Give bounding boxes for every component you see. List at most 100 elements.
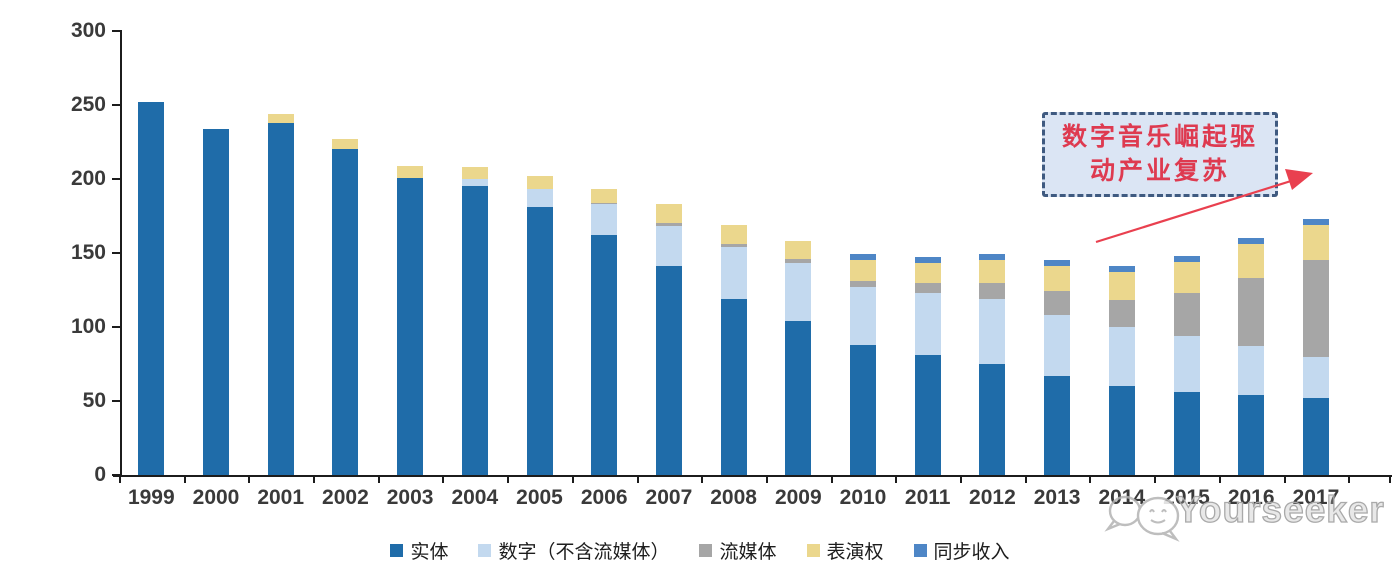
x-axis-line — [113, 474, 1392, 477]
x-axis-tick — [1218, 476, 1221, 483]
bar-segment-2005 — [526, 207, 553, 475]
y-axis-tick-label: 300 — [70, 19, 106, 42]
chat-bubbles-icon — [1104, 495, 1180, 542]
bar-segment-2006 — [591, 202, 618, 205]
x-axis-tick — [1283, 476, 1286, 483]
bar-segment-2004 — [461, 186, 488, 475]
x-axis-tick-label: 2001 — [257, 486, 305, 509]
legend-label: 同步收入 — [933, 541, 1010, 563]
x-axis-tick — [118, 476, 121, 483]
bar-segment-2011 — [914, 292, 941, 356]
legend-swatch-icon — [806, 543, 820, 557]
x-axis-tick-label: 1999 — [127, 486, 175, 509]
legend-item: 流媒体 — [699, 537, 777, 564]
bar-segment-2015 — [1173, 292, 1200, 336]
bar-segment-2013 — [1044, 291, 1071, 316]
x-axis-tick — [1154, 476, 1157, 483]
bar-segment-2007 — [655, 266, 682, 475]
annotation-text-line1: 数字音乐崛起驱 — [1061, 123, 1258, 151]
x-axis-tick — [895, 476, 898, 483]
x-axis-tick-label: 2007 — [645, 486, 693, 509]
bar-segment-2006 — [591, 204, 618, 236]
bar-segment-2013 — [1044, 315, 1071, 376]
y-axis-tick — [112, 326, 121, 328]
bar-segment-2014 — [1108, 272, 1135, 301]
bar-segment-2009 — [785, 321, 812, 475]
bar-segment-2001 — [267, 113, 294, 123]
bar-segment-2014 — [1108, 266, 1135, 273]
legend-swatch-icon — [913, 543, 927, 557]
legend-swatch-icon — [478, 543, 492, 557]
bar-segment-2008 — [720, 298, 747, 475]
bar-segment-2015 — [1173, 335, 1200, 393]
legend-label: 数字（不含流媒体） — [498, 541, 670, 563]
bar-segment-1999 — [138, 102, 165, 475]
bar-segment-2017 — [1302, 356, 1329, 399]
x-axis-tick — [960, 476, 963, 483]
bar-segment-2008 — [720, 247, 747, 299]
legend-swatch-icon — [699, 543, 713, 557]
bar-segment-2014 — [1108, 386, 1135, 475]
x-axis-tick — [248, 476, 251, 483]
bar-segment-2014 — [1108, 300, 1135, 327]
bar-segment-2001 — [267, 122, 294, 475]
bar-segment-2007 — [655, 204, 682, 224]
bar-segment-2006 — [591, 189, 618, 203]
bar-segment-2009 — [785, 258, 812, 264]
x-axis-tick — [377, 476, 380, 483]
bar-segment-2010 — [850, 287, 876, 345]
x-axis-tick-label: 2009 — [774, 486, 822, 509]
bar-segment-2011 — [914, 257, 941, 264]
x-axis-tick — [571, 476, 574, 483]
watermark-brand: Yourseeker — [1175, 488, 1385, 530]
bar-segment-2007 — [655, 223, 682, 227]
y-axis-tick-label: 150 — [70, 241, 106, 264]
bar-segment-2017 — [1302, 218, 1329, 225]
x-axis-tick-label: 2015 — [1163, 486, 1210, 509]
x-axis-tick-label: 2017 — [1292, 486, 1340, 509]
bar-segment-2016 — [1238, 346, 1265, 396]
bar-segment-2005 — [526, 189, 553, 208]
x-axis-tick-label: 2013 — [1033, 486, 1081, 509]
x-axis-tick-label: 2011 — [904, 486, 951, 509]
x-axis-tick — [1024, 476, 1027, 483]
bar-segment-2015 — [1173, 261, 1200, 293]
x-axis-tick — [765, 476, 768, 483]
bar-segment-2012 — [979, 364, 1006, 475]
legend-label: 流媒体 — [719, 541, 777, 563]
annotation-text-line2: 动产业复苏 — [1089, 157, 1230, 185]
legend-item: 表演权 — [806, 537, 884, 564]
x-axis-tick — [701, 476, 704, 483]
bar-segment-2000 — [203, 128, 229, 475]
legend-swatch-icon — [390, 543, 404, 557]
x-axis-tick — [507, 476, 510, 483]
bar-segment-2004 — [461, 167, 488, 179]
bar-segment-2014 — [1108, 327, 1135, 387]
y-axis-tick-label: 50 — [82, 389, 106, 412]
x-axis-tick — [1089, 476, 1092, 483]
bar-segment-2012 — [979, 254, 1006, 261]
legend-label: 实体 — [410, 541, 449, 563]
x-axis-tick-label: 2012 — [969, 486, 1016, 509]
bar-segment-2009 — [785, 241, 812, 259]
x-axis-tick-label: 2006 — [580, 486, 628, 509]
bar-segment-2007 — [655, 226, 682, 267]
y-axis-tick-label: 0 — [94, 463, 106, 486]
annotation-arrowhead-icon — [1285, 169, 1313, 190]
y-axis-tick — [112, 30, 121, 32]
y-axis-tick — [112, 104, 121, 106]
bar-segment-2004 — [461, 179, 488, 187]
x-axis-tick-label: 2010 — [839, 486, 887, 509]
bar-segment-2012 — [979, 298, 1006, 364]
x-axis-tick — [442, 476, 445, 483]
y-axis-tick-label: 100 — [70, 315, 106, 338]
bar-segment-2003 — [397, 165, 424, 178]
bar-segment-2012 — [979, 260, 1006, 283]
x-axis-tick-label: 2005 — [516, 486, 563, 509]
bar-segment-2017 — [1302, 398, 1329, 475]
annotation-callout: 数字音乐崛起驱 动产业复苏 — [1042, 112, 1278, 197]
y-axis-tick — [112, 474, 121, 476]
bar-segment-2005 — [526, 176, 553, 190]
x-axis-tick-label: 2004 — [451, 486, 499, 509]
bar-segment-2009 — [785, 263, 812, 322]
